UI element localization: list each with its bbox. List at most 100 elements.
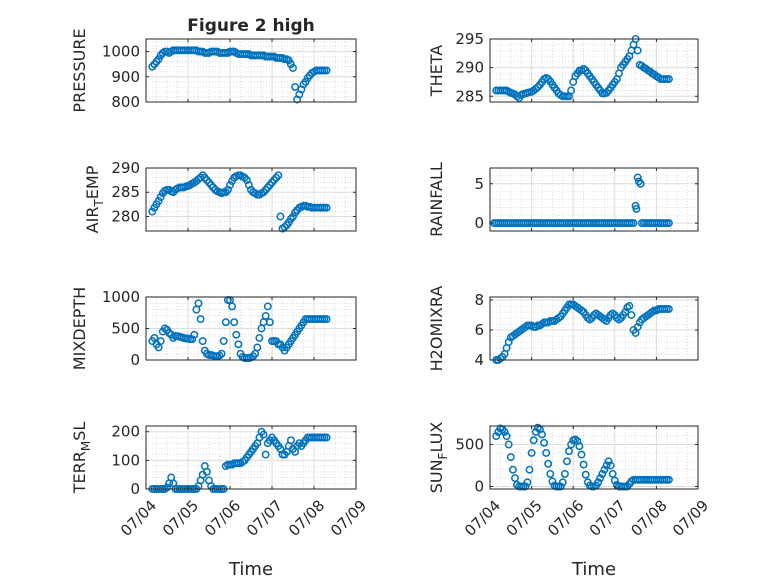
- data-point: [598, 469, 607, 478]
- y-axis-label: RAINFALL: [427, 162, 446, 237]
- axes-box: [145, 425, 357, 490]
- data-point: [664, 75, 673, 84]
- data-point: [163, 483, 171, 492]
- axes-box: [489, 296, 699, 361]
- data-point: [196, 315, 205, 324]
- data-point: [579, 64, 588, 73]
- data-point: [632, 204, 641, 213]
- data-point: [289, 212, 297, 221]
- data-point: [636, 179, 645, 188]
- y-tick-label: 500: [111, 320, 140, 338]
- y-tick-label: 0: [474, 477, 484, 495]
- data-point: [198, 337, 207, 346]
- data-point: [542, 448, 551, 457]
- data-point: [221, 318, 230, 327]
- subplot-terr_msl: 0 100 200 TERRMSL 07/0407/0507/0607/0707/080…: [70, 422, 370, 540]
- y-tick-label: 800: [111, 93, 140, 111]
- data-point: [521, 482, 530, 491]
- y-tick-label: 0: [130, 480, 140, 498]
- data-point: [219, 337, 228, 346]
- y-tick-label: 8: [474, 291, 484, 309]
- data-point: [289, 64, 297, 72]
- data-point: [544, 459, 553, 468]
- data-point: [525, 465, 534, 474]
- y-axis-label: MIXDEPTH: [70, 287, 89, 370]
- data-point: [202, 467, 211, 476]
- x-axis-label-left: Time: [228, 559, 273, 580]
- data-point: [556, 482, 565, 491]
- data-point: [194, 299, 203, 308]
- plot-area: [146, 168, 356, 231]
- data-point: [575, 442, 584, 451]
- y-tick-label: 900: [111, 68, 140, 86]
- data-point: [255, 333, 264, 342]
- subplot-pressure: 800 900 1000 PRESSURE: [70, 28, 357, 113]
- axes-box: [489, 167, 699, 232]
- data-point: [291, 82, 300, 91]
- subplot-rainfall: 0 5 RAINFALL: [427, 162, 699, 237]
- data-point: [265, 318, 274, 327]
- data-point: [538, 430, 546, 439]
- data-point: [322, 66, 331, 75]
- x-tick-label: 07/07: [243, 497, 286, 540]
- data-point: [322, 433, 331, 442]
- data-point: [234, 340, 243, 349]
- data-point: [577, 450, 586, 459]
- data-point: [504, 338, 513, 346]
- data-point: [608, 469, 617, 478]
- y-tick-label: 5: [474, 175, 484, 193]
- data-point: [508, 465, 517, 474]
- data-point: [610, 476, 619, 485]
- data-point: [633, 323, 642, 331]
- data-point: [594, 478, 603, 487]
- data-point: [263, 302, 272, 311]
- subplot-air_temp: 280 285 290 AIRTEMP: [83, 159, 357, 233]
- data-point: [506, 453, 515, 462]
- y-tick-label: 1000: [102, 43, 140, 61]
- data-point: [567, 440, 576, 449]
- y-tick-label: 295: [455, 30, 484, 48]
- y-tick-label: 4: [474, 351, 484, 369]
- x-tick-label: 07/09: [327, 497, 370, 540]
- figure-title: Figure 2 high: [187, 16, 315, 36]
- subplot-h2omixra: 4 6 8 H2OMIXRA: [427, 286, 699, 371]
- x-tick-label: 07/09: [669, 497, 712, 540]
- data-point: [154, 55, 163, 64]
- x-tick-label: 07/04: [461, 497, 504, 540]
- data-point: [261, 450, 270, 459]
- data-point: [548, 477, 557, 486]
- data-point: [571, 435, 580, 444]
- data-point: [502, 432, 511, 441]
- y-axis-label: PRESSURE: [70, 28, 89, 112]
- x-tick-label: 07/05: [159, 497, 202, 540]
- data-point: [286, 60, 295, 69]
- y-axis-label: TERRMSL: [70, 422, 93, 495]
- data-point: [563, 457, 571, 466]
- x-tick-label: 07/07: [586, 497, 629, 540]
- data-point: [259, 430, 268, 439]
- y-axis-label: THETA: [427, 45, 446, 97]
- data-point: [540, 438, 549, 447]
- subplot-sun_flux: 0 500 SUNFLUX 07/0407/0507/0607/0707/0807/0…: [427, 422, 712, 540]
- data-point: [148, 207, 157, 216]
- data-point: [232, 330, 241, 339]
- data-point: [190, 330, 199, 339]
- y-tick-label: 0: [474, 214, 484, 232]
- subplot-mixdepth: 0 500 1000 MIXDEPTH: [70, 287, 357, 370]
- data-point: [154, 197, 163, 205]
- data-point: [274, 171, 283, 180]
- data-point: [664, 305, 673, 313]
- data-point: [188, 335, 197, 344]
- data-point: [511, 474, 519, 483]
- data-point: [492, 432, 501, 441]
- x-tick-label: 07/06: [201, 497, 244, 540]
- data-point: [560, 469, 569, 478]
- data-point: [165, 328, 174, 337]
- data-point: [629, 219, 638, 228]
- x-tick-label: 07/08: [627, 497, 670, 540]
- data-point: [633, 173, 642, 182]
- data-point: [577, 66, 586, 75]
- data-point: [602, 461, 611, 470]
- data-point: [527, 448, 536, 457]
- data-point: [500, 427, 509, 436]
